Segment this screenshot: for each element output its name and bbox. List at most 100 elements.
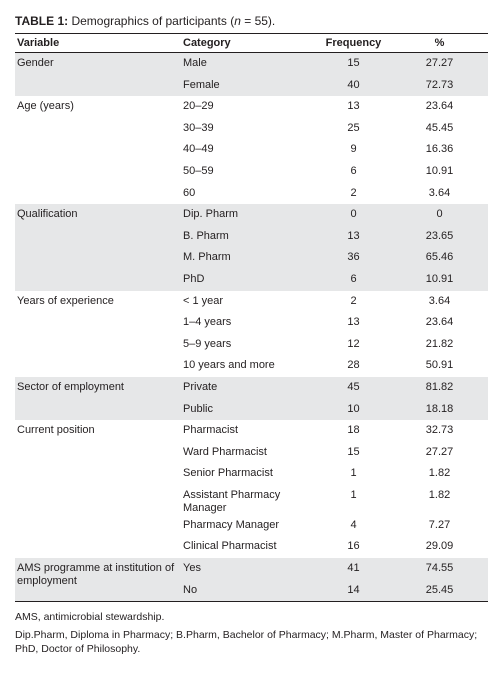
category-cell: Clinical Pharmacist <box>183 540 277 553</box>
category-cell: < 1 year <box>183 294 224 307</box>
table-row: Public 10 18.18 <box>15 398 488 421</box>
table-row: Years of experience < 1 year 2 3.64 <box>15 291 488 313</box>
footnotes: AMS, antimicrobial stewardship. Dip.Pharm… <box>15 610 488 656</box>
percent-cell: 23.65 <box>391 225 488 248</box>
percent-cell: 25.45 <box>391 579 488 603</box>
frequency-cell: 1 <box>350 488 357 501</box>
title-text-end: = 55). <box>240 14 276 28</box>
category-cell: 5–9 years <box>183 337 232 350</box>
table-row: Sector of employment Private 45 81.82 <box>15 376 488 421</box>
variable-cell: Gender <box>15 52 181 97</box>
variable-cell: Current position <box>17 424 95 437</box>
title-label: TABLE 1: <box>15 14 69 28</box>
title-italic: n <box>234 14 241 28</box>
category-cell: Yes <box>181 558 316 580</box>
table-row: 1–4 years 13 23.64 <box>15 312 488 334</box>
category-cell: PhD <box>181 268 316 291</box>
table-row: Female 40 72.73 <box>15 74 488 97</box>
variable-cell: AMS programme at institution of employme… <box>15 558 181 603</box>
percent-cell: 3.64 <box>428 186 451 199</box>
category-cell: Assistant Pharmacy Manager <box>183 488 281 514</box>
frequency-cell: 45 <box>316 376 391 399</box>
percent-cell: 21.82 <box>425 337 454 350</box>
data-table: Variable Category Frequency% Gender Male 15 2… <box>15 33 488 603</box>
table-row: PhD 6 10.91 <box>15 268 488 291</box>
frequency-cell: 6 <box>316 268 391 291</box>
table-row: No 14 25.45 <box>15 579 488 603</box>
frequency-cell: 1 <box>350 467 357 480</box>
table-row: 5–9 years 12 21.82 <box>15 334 488 356</box>
frequency-cell: 10 <box>316 398 391 421</box>
table-row: 10 years and more 28 50.91 <box>15 355 488 377</box>
percent-cell: 18.18 <box>391 398 488 421</box>
column-header: Variable <box>15 33 181 53</box>
category-cell: M. Pharm <box>181 247 316 269</box>
table-row: Current position Pharmacist 18 32.73 <box>15 420 488 442</box>
column-header: Frequency <box>316 33 391 53</box>
percent-cell: 1.82 <box>428 467 451 480</box>
category-cell: Dip. Pharm <box>181 204 316 226</box>
table-row: Clinical Pharmacist 16 29.09 <box>15 536 488 558</box>
header-row: Variable Category Frequency% <box>15 33 488 53</box>
category-cell: Pharmacy Manager <box>183 518 279 531</box>
footnote: AMS, antimicrobial stewardship. <box>15 611 165 624</box>
category-cell: 10 years and more <box>183 359 275 372</box>
category-cell: 50–59 <box>183 164 214 177</box>
table-row: Assistant Pharmacy Manager 1 1.82 <box>15 485 488 515</box>
table-row: 40–49 9 16.36 <box>15 139 488 161</box>
frequency-cell: 13 <box>316 225 391 248</box>
frequency-cell: 28 <box>347 359 360 372</box>
table-row: 50–59 6 10.91 <box>15 161 488 183</box>
table-row: Ward Pharmacist 15 27.27 <box>15 442 488 464</box>
frequency-cell: 36 <box>316 247 391 269</box>
frequency-cell: 12 <box>347 337 360 350</box>
table-row: Gender Male 15 27.27 <box>15 52 488 97</box>
percent-cell: 45.45 <box>425 121 454 134</box>
frequency-cell: 15 <box>316 52 391 75</box>
category-cell: 20–29 <box>183 100 214 113</box>
percent-cell: 16.36 <box>425 143 454 156</box>
frequency-cell: 25 <box>347 121 360 134</box>
category-cell: 30–39 <box>183 121 214 134</box>
frequency-cell: 13 <box>347 316 360 329</box>
table-title: TABLE 1: Demographics of participants (n… <box>15 14 488 28</box>
percent-cell: 23.64 <box>425 316 454 329</box>
frequency-cell: 2 <box>350 186 357 199</box>
frequency-cell: 18 <box>347 424 360 437</box>
percent-cell: 72.73 <box>391 74 488 97</box>
percent-cell: 74.55 <box>391 558 488 580</box>
column-header: % <box>391 33 488 53</box>
table-row: 30–39 25 45.45 <box>15 118 488 140</box>
frequency-cell: 6 <box>350 164 357 177</box>
table-row: Pharmacy Manager 4 7.27 <box>15 515 488 537</box>
table-body: Gender Male 15 27.27 Female 40 72.73 Age (years… <box>15 52 488 603</box>
frequency-cell: 14 <box>316 579 391 603</box>
table-row: 60 2 3.64 <box>15 183 488 205</box>
frequency-cell: 4 <box>350 518 357 531</box>
percent-cell: 50.91 <box>425 359 454 372</box>
frequency-cell: 41 <box>316 558 391 580</box>
percent-cell: 7.27 <box>428 518 451 531</box>
frequency-cell: 15 <box>347 445 360 458</box>
percent-cell: 29.09 <box>425 540 454 553</box>
percent-cell: 27.27 <box>391 52 488 75</box>
frequency-cell: 16 <box>347 540 360 553</box>
variable-cell: Years of experience <box>17 294 114 307</box>
table-row: AMS programme at institution of employme… <box>15 558 488 603</box>
table-row: B. Pharm 13 23.65 <box>15 225 488 248</box>
category-cell: Public <box>181 398 316 421</box>
table-row: Senior Pharmacist 1 1.82 <box>15 463 488 485</box>
percent-cell: 32.73 <box>425 424 454 437</box>
category-cell: Ward Pharmacist <box>183 445 267 458</box>
percent-cell: 10.91 <box>425 164 454 177</box>
category-cell: No <box>181 579 316 603</box>
category-cell: B. Pharm <box>181 225 316 248</box>
frequency-cell: 0 <box>316 204 391 226</box>
category-cell: Male <box>181 52 316 75</box>
percent-cell: 65.46 <box>391 247 488 269</box>
category-cell: 60 <box>183 186 196 199</box>
percent-cell: 1.82 <box>428 488 451 501</box>
frequency-cell: 9 <box>350 143 357 156</box>
table-row: M. Pharm 36 65.46 <box>15 247 488 269</box>
